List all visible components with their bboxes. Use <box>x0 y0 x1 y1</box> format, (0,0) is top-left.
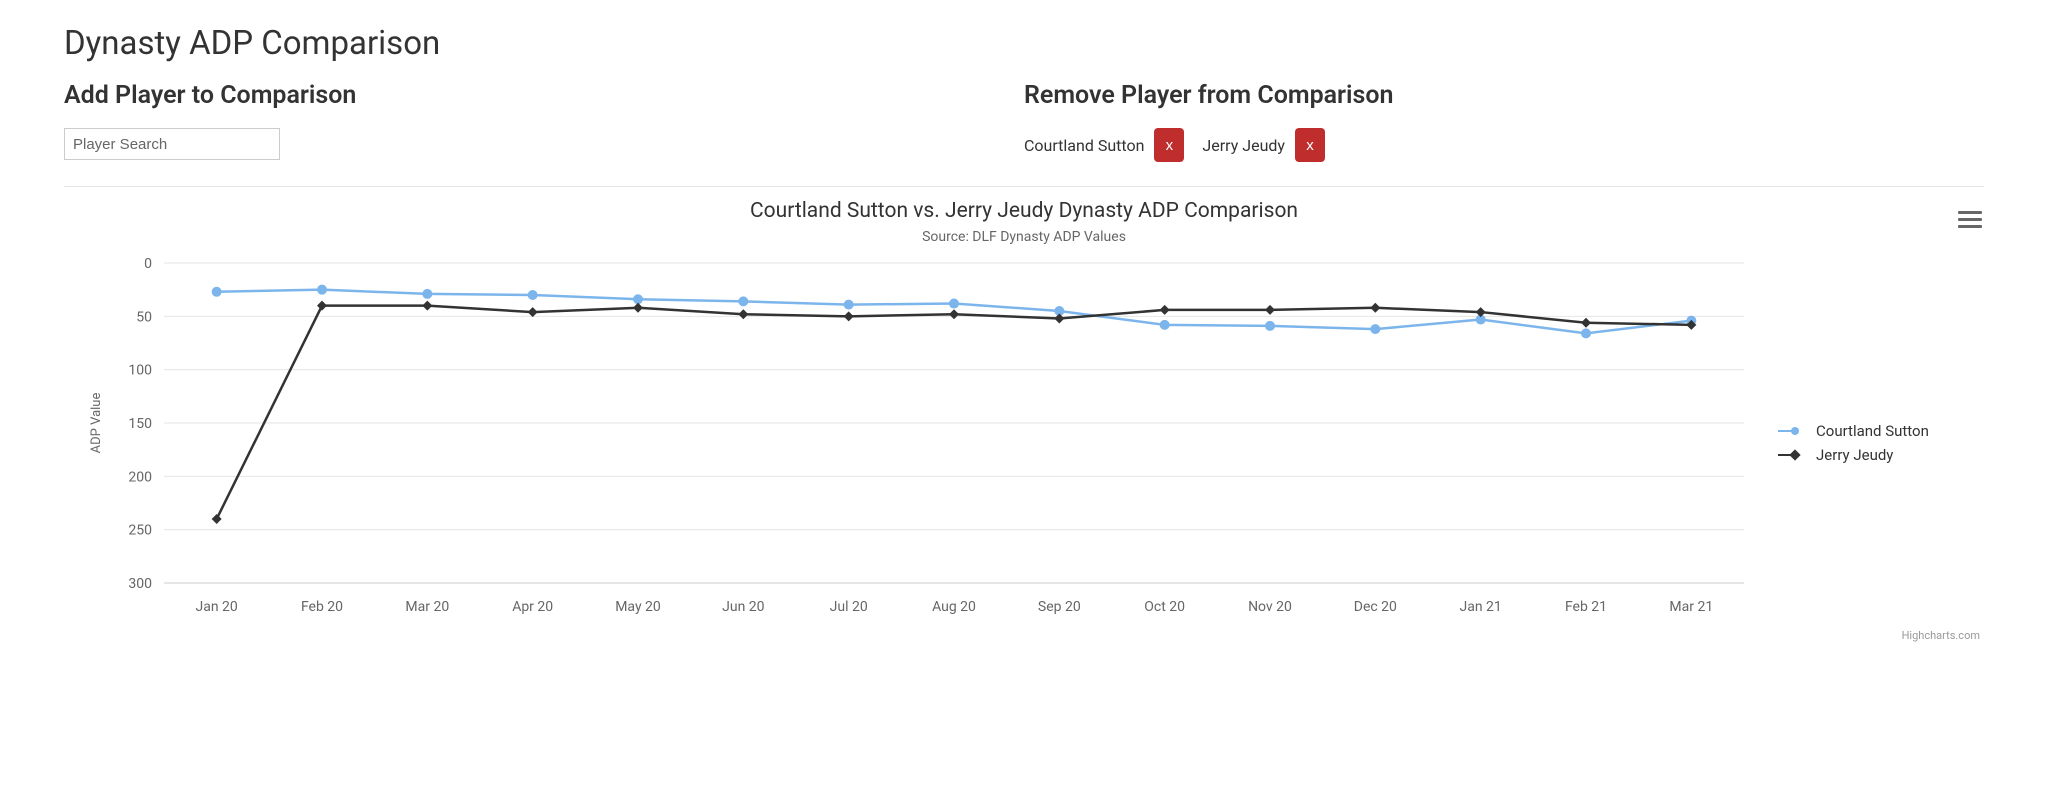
svg-text:Oct 20: Oct 20 <box>1144 599 1185 615</box>
svg-text:ADP Value: ADP Value <box>89 393 104 454</box>
legend-label: Jerry Jeudy <box>1816 446 1893 464</box>
svg-text:Jan 21: Jan 21 <box>1460 599 1502 615</box>
svg-text:Feb 21: Feb 21 <box>1565 599 1607 615</box>
chart-legend: Courtland Sutton Jerry Jeudy <box>1754 253 1929 633</box>
chart-title: Courtland Sutton vs. Jerry Jeudy Dynasty… <box>64 199 1984 223</box>
remove-item-label: Jerry Jeudy <box>1202 136 1285 155</box>
remove-item-label: Courtland Sutton <box>1024 136 1144 155</box>
svg-text:50: 50 <box>136 309 152 325</box>
svg-text:150: 150 <box>128 416 152 432</box>
remove-jeudy-button[interactable]: x <box>1295 128 1325 162</box>
chart-subtitle: Source: DLF Dynasty ADP Values <box>64 229 1984 245</box>
adp-line-chart: 0 50 100 150 200 250 300 Jan 20 Feb 20 Mar 20 Apr … <box>64 253 1754 633</box>
chart-area: Courtland Sutton vs. Jerry Jeudy Dynasty… <box>64 199 1984 642</box>
svg-text:Sep 20: Sep 20 <box>1038 599 1081 615</box>
svg-text:0: 0 <box>144 256 152 272</box>
section-divider <box>64 186 1984 187</box>
player-search-input[interactable] <box>64 128 280 160</box>
svg-text:Nov 20: Nov 20 <box>1248 599 1292 615</box>
remove-item-sutton: Courtland Sutton x <box>1024 128 1184 162</box>
svg-text:200: 200 <box>128 469 152 485</box>
add-player-column: Add Player to Comparison <box>64 81 1024 162</box>
svg-text:100: 100 <box>128 363 152 379</box>
remove-player-row: Courtland Sutton x Jerry Jeudy x <box>1024 128 1984 162</box>
svg-text:Dec 20: Dec 20 <box>1354 599 1397 615</box>
page-title: Dynasty ADP Comparison <box>64 24 1984 63</box>
legend-label: Courtland Sutton <box>1816 422 1929 440</box>
chart-wrap: 0 50 100 150 200 250 300 Jan 20 Feb 20 Mar 20 Apr … <box>64 253 1984 633</box>
svg-text:Aug 20: Aug 20 <box>932 599 976 615</box>
legend-item[interactable]: Jerry Jeudy <box>1778 446 1929 464</box>
legend-item[interactable]: Courtland Sutton <box>1778 422 1929 440</box>
svg-text:Jul 20: Jul 20 <box>830 599 868 615</box>
svg-text:Feb 20: Feb 20 <box>301 599 343 615</box>
svg-text:May 20: May 20 <box>615 599 661 615</box>
svg-text:300: 300 <box>128 576 152 592</box>
svg-text:Jun 20: Jun 20 <box>722 599 765 615</box>
remove-item-jeudy: Jerry Jeudy x <box>1202 128 1325 162</box>
chart-menu-button[interactable] <box>1956 207 1984 231</box>
svg-text:Jan 20: Jan 20 <box>196 599 238 615</box>
svg-text:Mar 21: Mar 21 <box>1669 599 1713 615</box>
svg-text:Mar 20: Mar 20 <box>405 599 449 615</box>
svg-text:Apr 20: Apr 20 <box>512 599 553 615</box>
controls-row: Add Player to Comparison Remove Player f… <box>64 81 1984 162</box>
remove-player-column: Remove Player from Comparison Courtland … <box>1024 81 1984 162</box>
add-player-heading: Add Player to Comparison <box>64 81 1024 110</box>
remove-player-heading: Remove Player from Comparison <box>1024 81 1984 110</box>
svg-text:250: 250 <box>128 523 152 539</box>
remove-sutton-button[interactable]: x <box>1154 128 1184 162</box>
